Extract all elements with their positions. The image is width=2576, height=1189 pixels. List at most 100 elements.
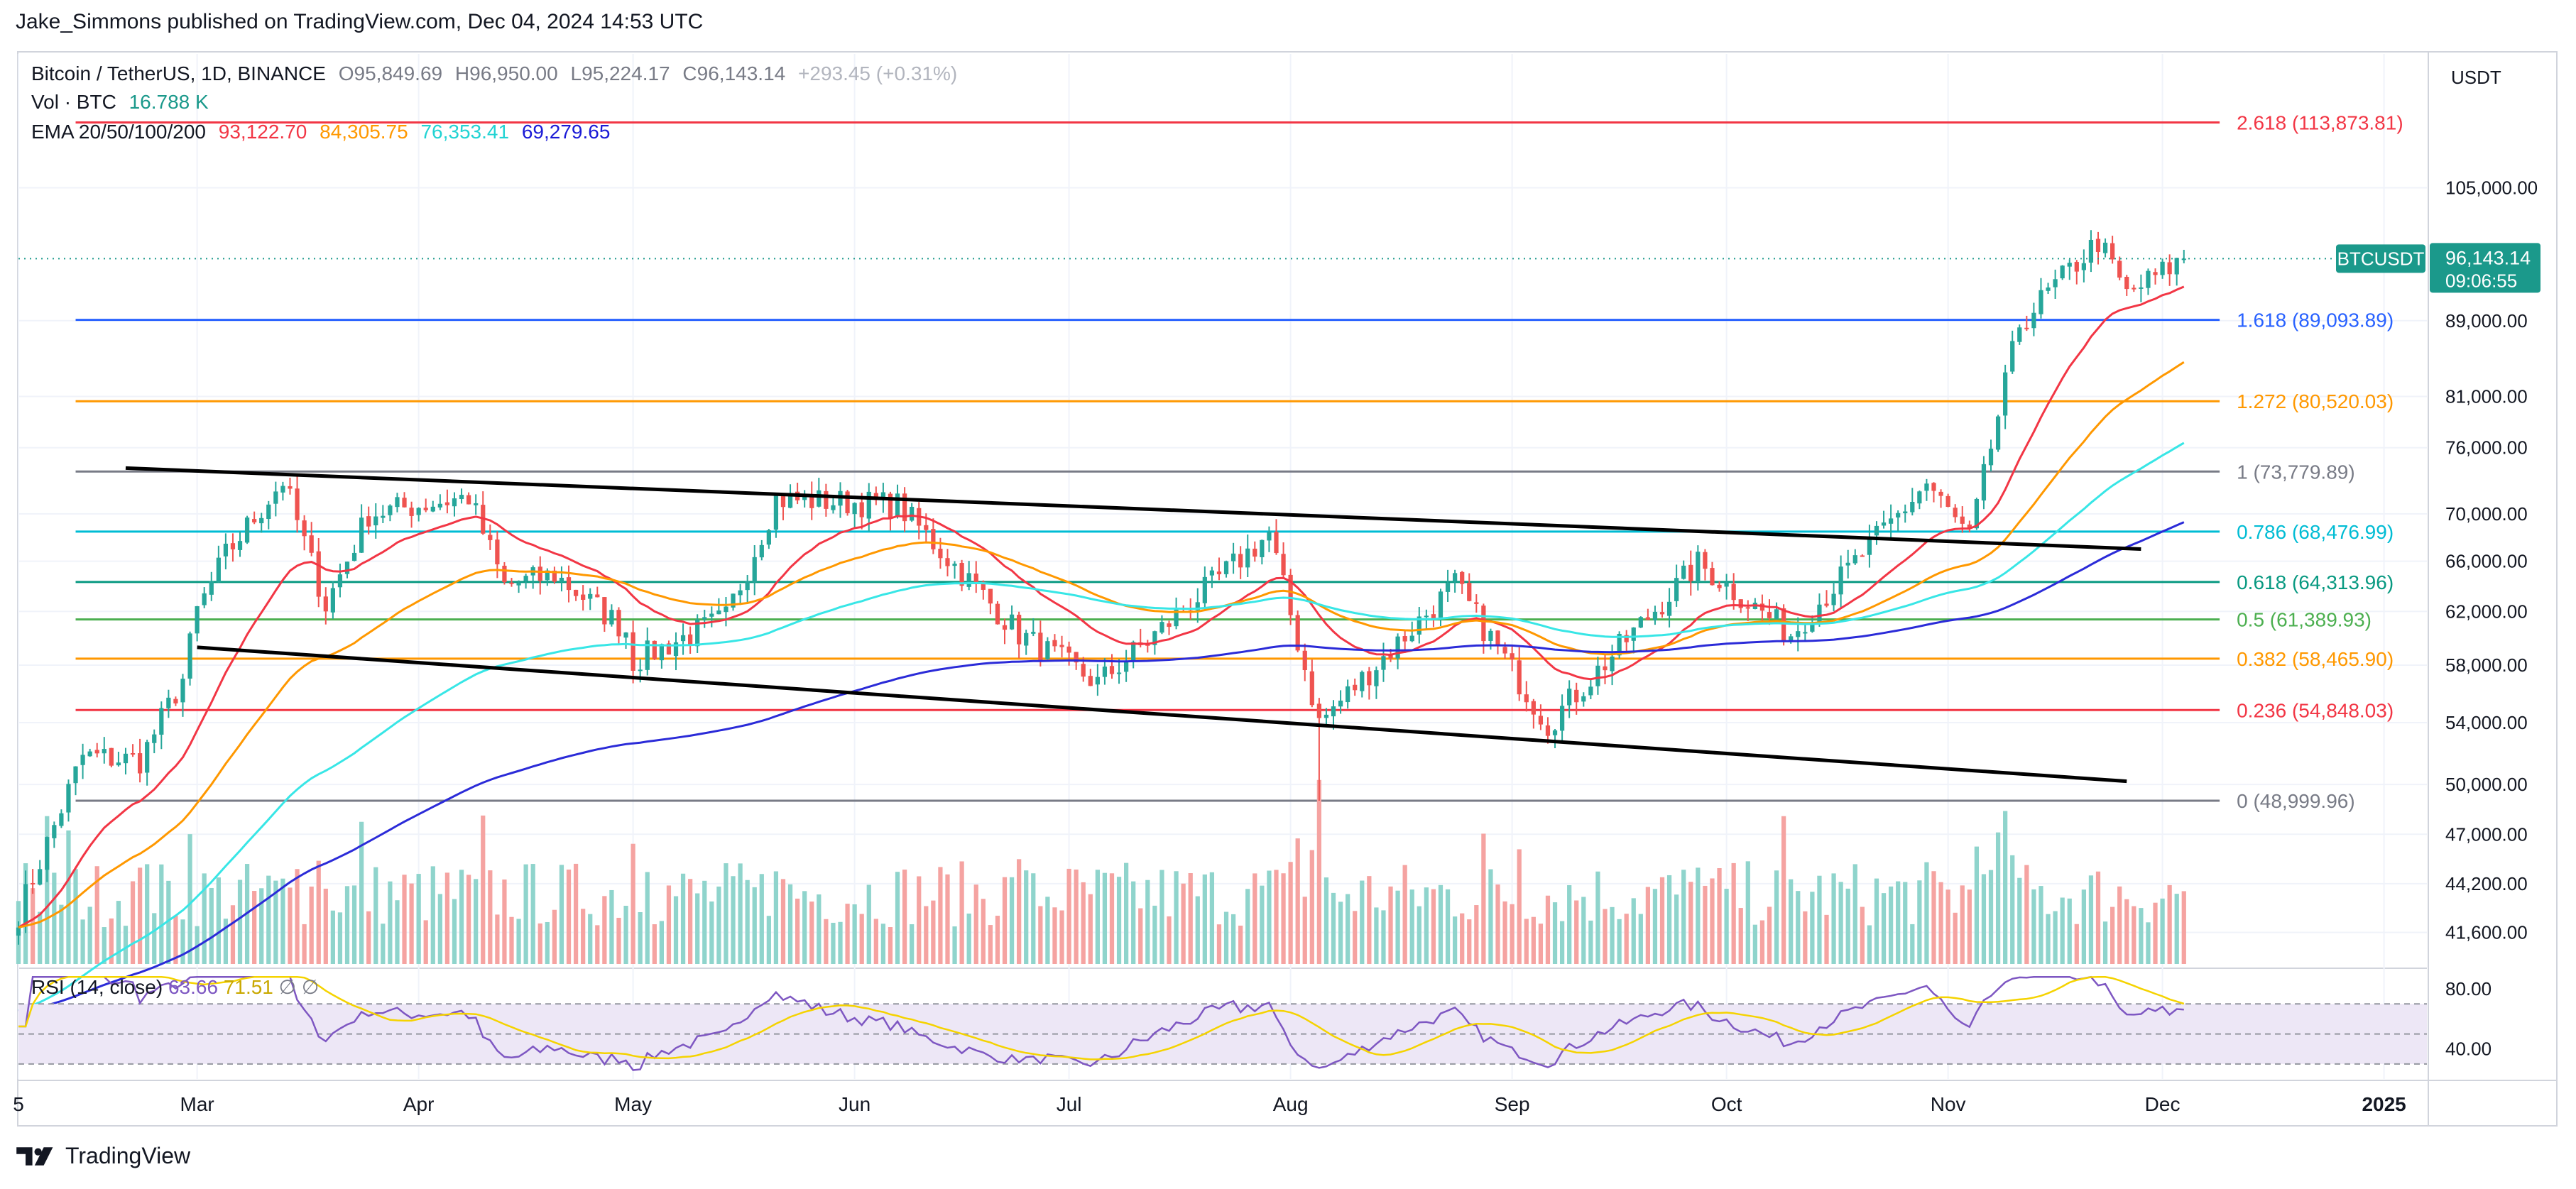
candle-body [1652, 611, 1658, 620]
rsi-label[interactable]: RSI (14, close) [31, 976, 163, 998]
candle-body [1867, 537, 1872, 555]
volume-bar [1174, 871, 1179, 964]
volume-bar [530, 864, 535, 964]
price-axis-label: USDT [2451, 67, 2501, 88]
candle-body [673, 642, 679, 657]
candle-body [52, 825, 57, 838]
candle-body [1817, 604, 1822, 623]
volume-bar [481, 815, 486, 964]
trendline-channel-upper [125, 466, 2141, 552]
candle-body [2081, 263, 2086, 270]
candle-body [1045, 641, 1050, 659]
tradingview-footer: TradingView [16, 1143, 190, 1169]
candle-body [495, 539, 500, 564]
volume-bar [752, 887, 757, 964]
candle-body [2024, 327, 2029, 329]
candle-body [1974, 498, 1980, 529]
candle-body [2102, 242, 2108, 253]
candle-body [938, 548, 943, 559]
candle-body [1109, 666, 1115, 674]
volume-bar [102, 927, 107, 964]
volume-bar [1252, 873, 1257, 964]
rsi-tick-label: 80.00 [2445, 978, 2492, 999]
candle-body [1838, 566, 1843, 595]
candle-body [1074, 652, 1079, 663]
candle-body [1852, 555, 1857, 564]
ema-label[interactable]: EMA 20/50/100/200 [31, 121, 206, 143]
volume-bar [1238, 925, 1243, 964]
candle-body [1417, 616, 1421, 635]
volume-bar [1617, 919, 1622, 964]
volume-bar [237, 880, 243, 964]
volume-bar [581, 909, 586, 964]
volume-bar [1481, 833, 1486, 964]
volume-bar [1652, 889, 1658, 964]
candle-body [1624, 635, 1629, 642]
volume-bar [1845, 888, 1850, 964]
candle-body [2074, 262, 2079, 272]
symbol-name[interactable]: Bitcoin / TetherUS, 1D, BINANCE [31, 62, 326, 84]
volume-bar [145, 864, 150, 964]
volume-bar [309, 886, 314, 964]
volume-bar [1346, 894, 1350, 964]
volume-bar [1102, 872, 1108, 964]
candle-body [1903, 511, 1908, 514]
volume-bar [1724, 889, 1729, 964]
volume-bar [2046, 914, 2051, 964]
candle-body [1931, 483, 1936, 491]
rsi-value: 63.66 [168, 976, 219, 998]
volume-bar [1424, 887, 1429, 964]
candle-body [1031, 632, 1036, 634]
volume-bar [1688, 882, 1693, 964]
volume-bar [1260, 885, 1265, 964]
volume-bar [423, 920, 428, 964]
candle-body [1745, 607, 1750, 609]
volume-bar [1588, 920, 1593, 964]
candle-body [724, 606, 728, 613]
x-tick-label: Dec [2145, 1093, 2181, 1115]
volume-bar [1309, 850, 1314, 964]
volume-bar [87, 906, 92, 964]
candle-body [1445, 583, 1451, 592]
candle-body [223, 543, 229, 557]
volume-bar [1002, 877, 1008, 964]
volume-bar [1324, 877, 1329, 964]
volume-bar [995, 916, 1000, 964]
volume-bar [1953, 912, 1958, 964]
fib-label-1: 1 (73,779.89) [2237, 461, 2355, 483]
candle-body [1688, 564, 1693, 581]
volume-label[interactable]: Vol · BTC [31, 91, 116, 113]
volume-bar [1974, 846, 1980, 964]
high-value: 96,950.00 [469, 62, 558, 84]
fib-label-0.382: 0.382 (58,465.90) [2237, 648, 2394, 670]
volume-bar [988, 925, 993, 964]
candle-body [1095, 676, 1100, 685]
volume-bar [924, 906, 929, 964]
volume-bar [745, 880, 750, 964]
ema200-line [18, 521, 2185, 1013]
volume-bar [1202, 874, 1207, 964]
candle-body [1367, 671, 1372, 686]
publisher-header: Jake_Simmons published on TradingView.co… [16, 10, 704, 33]
volume-bar [130, 881, 136, 964]
candle-body [502, 565, 507, 583]
volume-bar [1774, 870, 1779, 964]
candle-body [1881, 522, 1887, 526]
candle-body [1460, 571, 1465, 584]
candle-body [1917, 491, 1922, 504]
volume-bar [959, 861, 964, 964]
candle-body [80, 755, 85, 765]
volume-bar [2031, 889, 2036, 964]
volume-bar [1960, 885, 1965, 964]
volume-bar [137, 867, 143, 964]
ema20-line [18, 285, 2185, 928]
candle-body [337, 574, 343, 588]
volume-bar [459, 870, 464, 964]
volume-bar [1295, 838, 1300, 964]
candle-body [59, 813, 64, 826]
volume-bar [759, 874, 764, 964]
candle-body [1581, 696, 1586, 702]
rsi-line [18, 975, 2184, 1071]
candle-body [702, 617, 707, 620]
